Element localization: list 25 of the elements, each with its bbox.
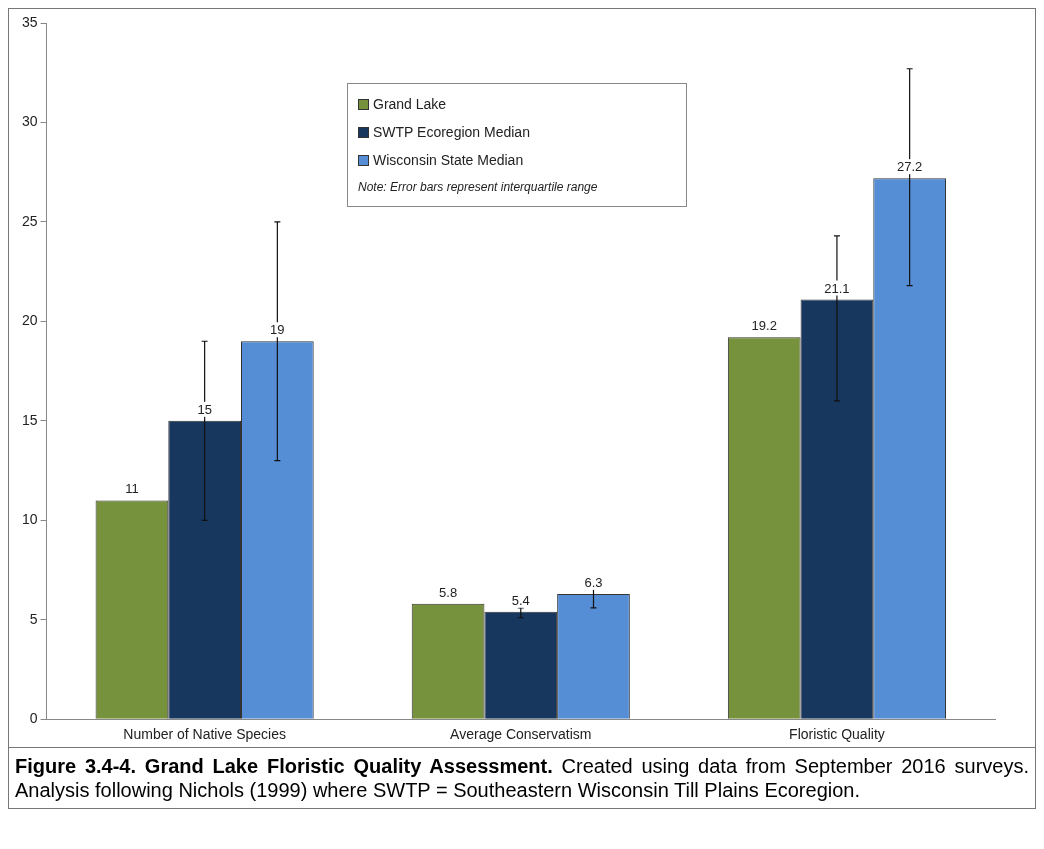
- data-label: 11: [125, 481, 139, 497]
- legend-label: SWTP Ecoregion Median: [373, 124, 530, 140]
- y-tick-label: 30: [21, 113, 38, 130]
- y-tick-label: 25: [21, 212, 38, 229]
- annotation: Note: Error bars represent interquartile range: [358, 179, 599, 196]
- data-label: 19: [270, 322, 285, 338]
- data-label: 27.2: [896, 159, 923, 175]
- data-label: 5.4: [511, 592, 530, 608]
- y-tick-label: 10: [21, 511, 38, 528]
- legend-label: Wisconsin State Median: [373, 152, 524, 168]
- y-tick-label: 35: [21, 13, 38, 30]
- y-tick-label: 0: [29, 710, 38, 727]
- x-tick-label: Average Conservatism: [450, 726, 592, 743]
- x-tick-label: Floristic Quality: [789, 726, 885, 743]
- caption: Figure 3.4-4. Grand Lake Floristic Quality Assessment.: [15, 755, 553, 777]
- data-label: 15: [197, 401, 212, 417]
- data-label: 19.2: [751, 318, 777, 334]
- data-label: 5.8: [439, 584, 458, 600]
- legend-label: Grand Lake: [373, 96, 447, 112]
- x-tick-label: Number of Native Species: [123, 726, 286, 743]
- data-label: 21.1: [824, 280, 850, 296]
- y-tick-label: 5: [29, 610, 38, 627]
- y-tick-label: 15: [21, 411, 38, 428]
- y-tick-label: 20: [21, 312, 38, 329]
- data-label: 6.3: [584, 574, 603, 590]
